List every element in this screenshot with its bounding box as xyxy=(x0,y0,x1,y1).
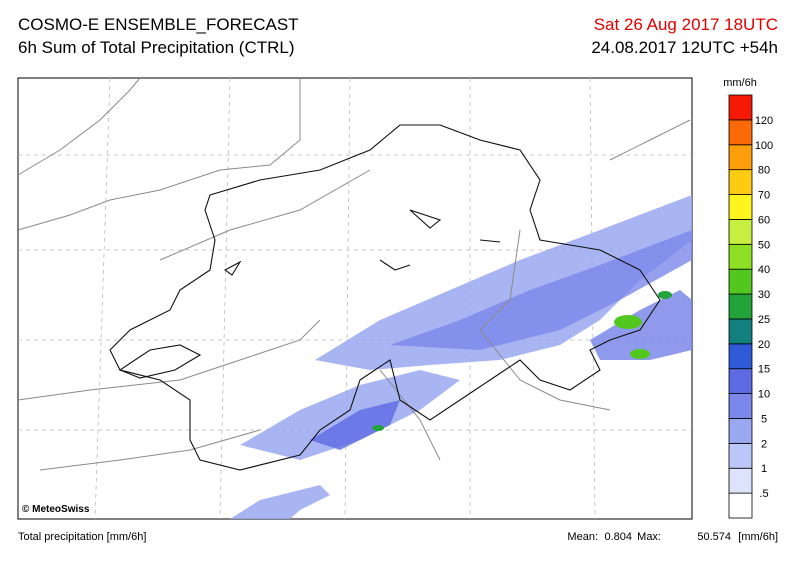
color-box xyxy=(728,442,753,469)
color-box xyxy=(728,467,753,494)
legend-label: 80 xyxy=(758,165,770,177)
legend-label: 20 xyxy=(758,339,770,351)
precipitation xyxy=(230,195,692,519)
legend-label: 40 xyxy=(758,264,770,276)
copyright: © MeteoSwiss xyxy=(22,504,90,515)
max-value: 50.574 xyxy=(697,531,731,543)
legend-label: 60 xyxy=(758,214,770,226)
legend-label: 15 xyxy=(758,364,770,376)
valid-time: Sat 26 Aug 2017 18UTC xyxy=(594,15,778,34)
legend-label: 120 xyxy=(755,115,773,127)
legend-label: 30 xyxy=(758,289,770,301)
map: © MeteoSwiss xyxy=(17,77,693,520)
legend-label: 100 xyxy=(755,140,773,152)
mean-label: Mean: xyxy=(567,531,598,543)
footer-left: Total precipitation [mm/6h] xyxy=(18,531,146,543)
legend-label: 2 xyxy=(761,438,767,450)
subtitle: 6h Sum of Total Precipitation (CTRL) xyxy=(18,38,295,57)
legend-label: 25 xyxy=(758,314,770,326)
legend-label: 50 xyxy=(758,239,770,251)
color-box xyxy=(728,343,753,370)
color-box xyxy=(728,243,753,270)
legend-label: 70 xyxy=(758,190,770,202)
run-time: 24.08.2017 12UTC +54h xyxy=(591,38,778,57)
legend-label: 1 xyxy=(761,463,767,475)
color-box xyxy=(728,368,753,394)
color-box xyxy=(728,169,753,195)
legend-label: .5 xyxy=(759,488,768,500)
color-box xyxy=(728,318,753,345)
color-box xyxy=(728,144,753,171)
title: COSMO-E ENSEMBLE_FORECAST xyxy=(18,15,299,34)
color-box xyxy=(728,393,753,419)
legend-unit: mm/6h xyxy=(723,77,757,89)
color-box xyxy=(728,219,753,245)
mean-value: 0.804 xyxy=(604,531,632,543)
footer-unit: [mm/6h] xyxy=(738,531,778,543)
borders xyxy=(17,77,691,471)
legend-label: 5 xyxy=(761,413,767,425)
color-box xyxy=(728,293,753,320)
color-box xyxy=(728,268,753,295)
color-box xyxy=(728,194,753,220)
color-box xyxy=(728,418,753,444)
color-box xyxy=(728,94,753,121)
color-box xyxy=(728,119,753,146)
color-box xyxy=(728,492,753,519)
max-label: Max: xyxy=(637,531,661,543)
legend-label: 10 xyxy=(758,389,770,401)
